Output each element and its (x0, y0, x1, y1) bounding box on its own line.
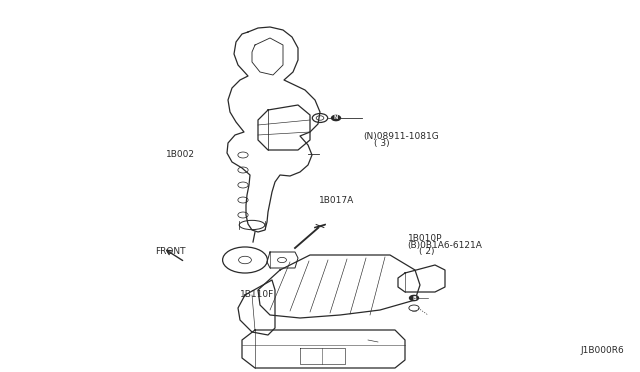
Text: N: N (334, 115, 338, 121)
Text: 1B010P: 1B010P (408, 234, 442, 243)
Text: B: B (412, 295, 416, 301)
Circle shape (332, 115, 340, 121)
Text: 1B017A: 1B017A (319, 196, 354, 205)
Text: FRONT: FRONT (156, 247, 186, 256)
Text: 1B110F: 1B110F (240, 290, 275, 299)
Text: ( 3): ( 3) (374, 139, 390, 148)
Text: 1B002: 1B002 (166, 150, 195, 159)
Text: (B)0B1A6-6121A: (B)0B1A6-6121A (408, 241, 483, 250)
Text: J1B000R6: J1B000R6 (580, 346, 624, 355)
Circle shape (410, 295, 419, 301)
Text: (N)08911-1081G: (N)08911-1081G (364, 132, 439, 141)
Text: ( 2): ( 2) (419, 247, 435, 256)
